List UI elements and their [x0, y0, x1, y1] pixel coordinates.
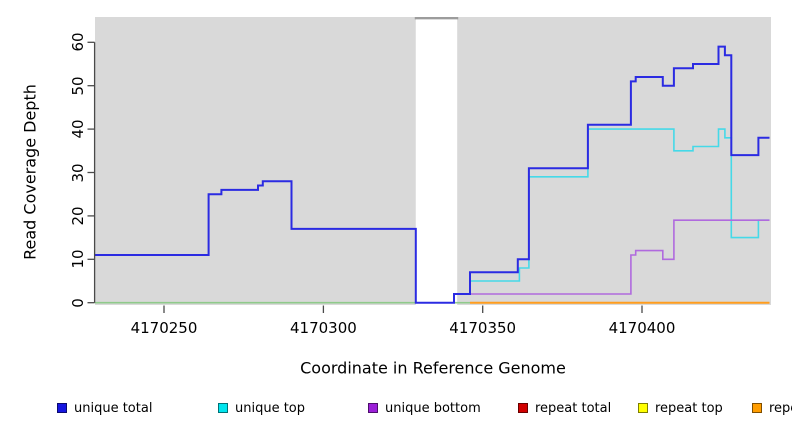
masked-region [415, 19, 458, 306]
y-tick-label: 10 [69, 249, 87, 269]
series-line-unique-bottom [454, 219, 770, 295]
legend-label: repeat top [655, 401, 723, 416]
y-tick-label: 50 [69, 76, 87, 96]
legend-swatch-unique-top [218, 403, 228, 413]
series-lines [95, 45, 770, 304]
legend-swatch-repeat-bottom [752, 403, 762, 413]
legend-swatch-repeat-total [518, 403, 528, 413]
x-tick-label: 4170400 [608, 319, 676, 337]
y-tick-label: 0 [69, 297, 87, 308]
x-tick-label: 4170250 [130, 319, 198, 337]
legend-label: repeat bottom [769, 401, 792, 416]
x-axis-title: Coordinate in Reference Genome [300, 358, 566, 378]
legend-swatch-repeat-top [638, 403, 648, 413]
x-tick-label: 4170300 [289, 319, 357, 337]
y-tick-label: 20 [69, 206, 87, 226]
legend-swatch-unique-total [57, 403, 67, 413]
legend-swatch-unique-bottom [368, 403, 378, 413]
y-axis-title: Read Coverage Depth [20, 84, 40, 260]
y-tick-label: 40 [69, 119, 87, 139]
legend-label: unique top [235, 401, 306, 416]
legend-label: unique total [74, 401, 153, 416]
masked-region-top-strip [414, 17, 459, 20]
y-tick-label: 30 [69, 162, 87, 183]
y-tick-label: 60 [69, 32, 87, 52]
x-tick-label: 4170350 [449, 319, 517, 337]
legend-label: unique bottom [385, 401, 481, 416]
series-line-unique-total [95, 45, 770, 304]
legend-label: repeat total [535, 401, 612, 416]
